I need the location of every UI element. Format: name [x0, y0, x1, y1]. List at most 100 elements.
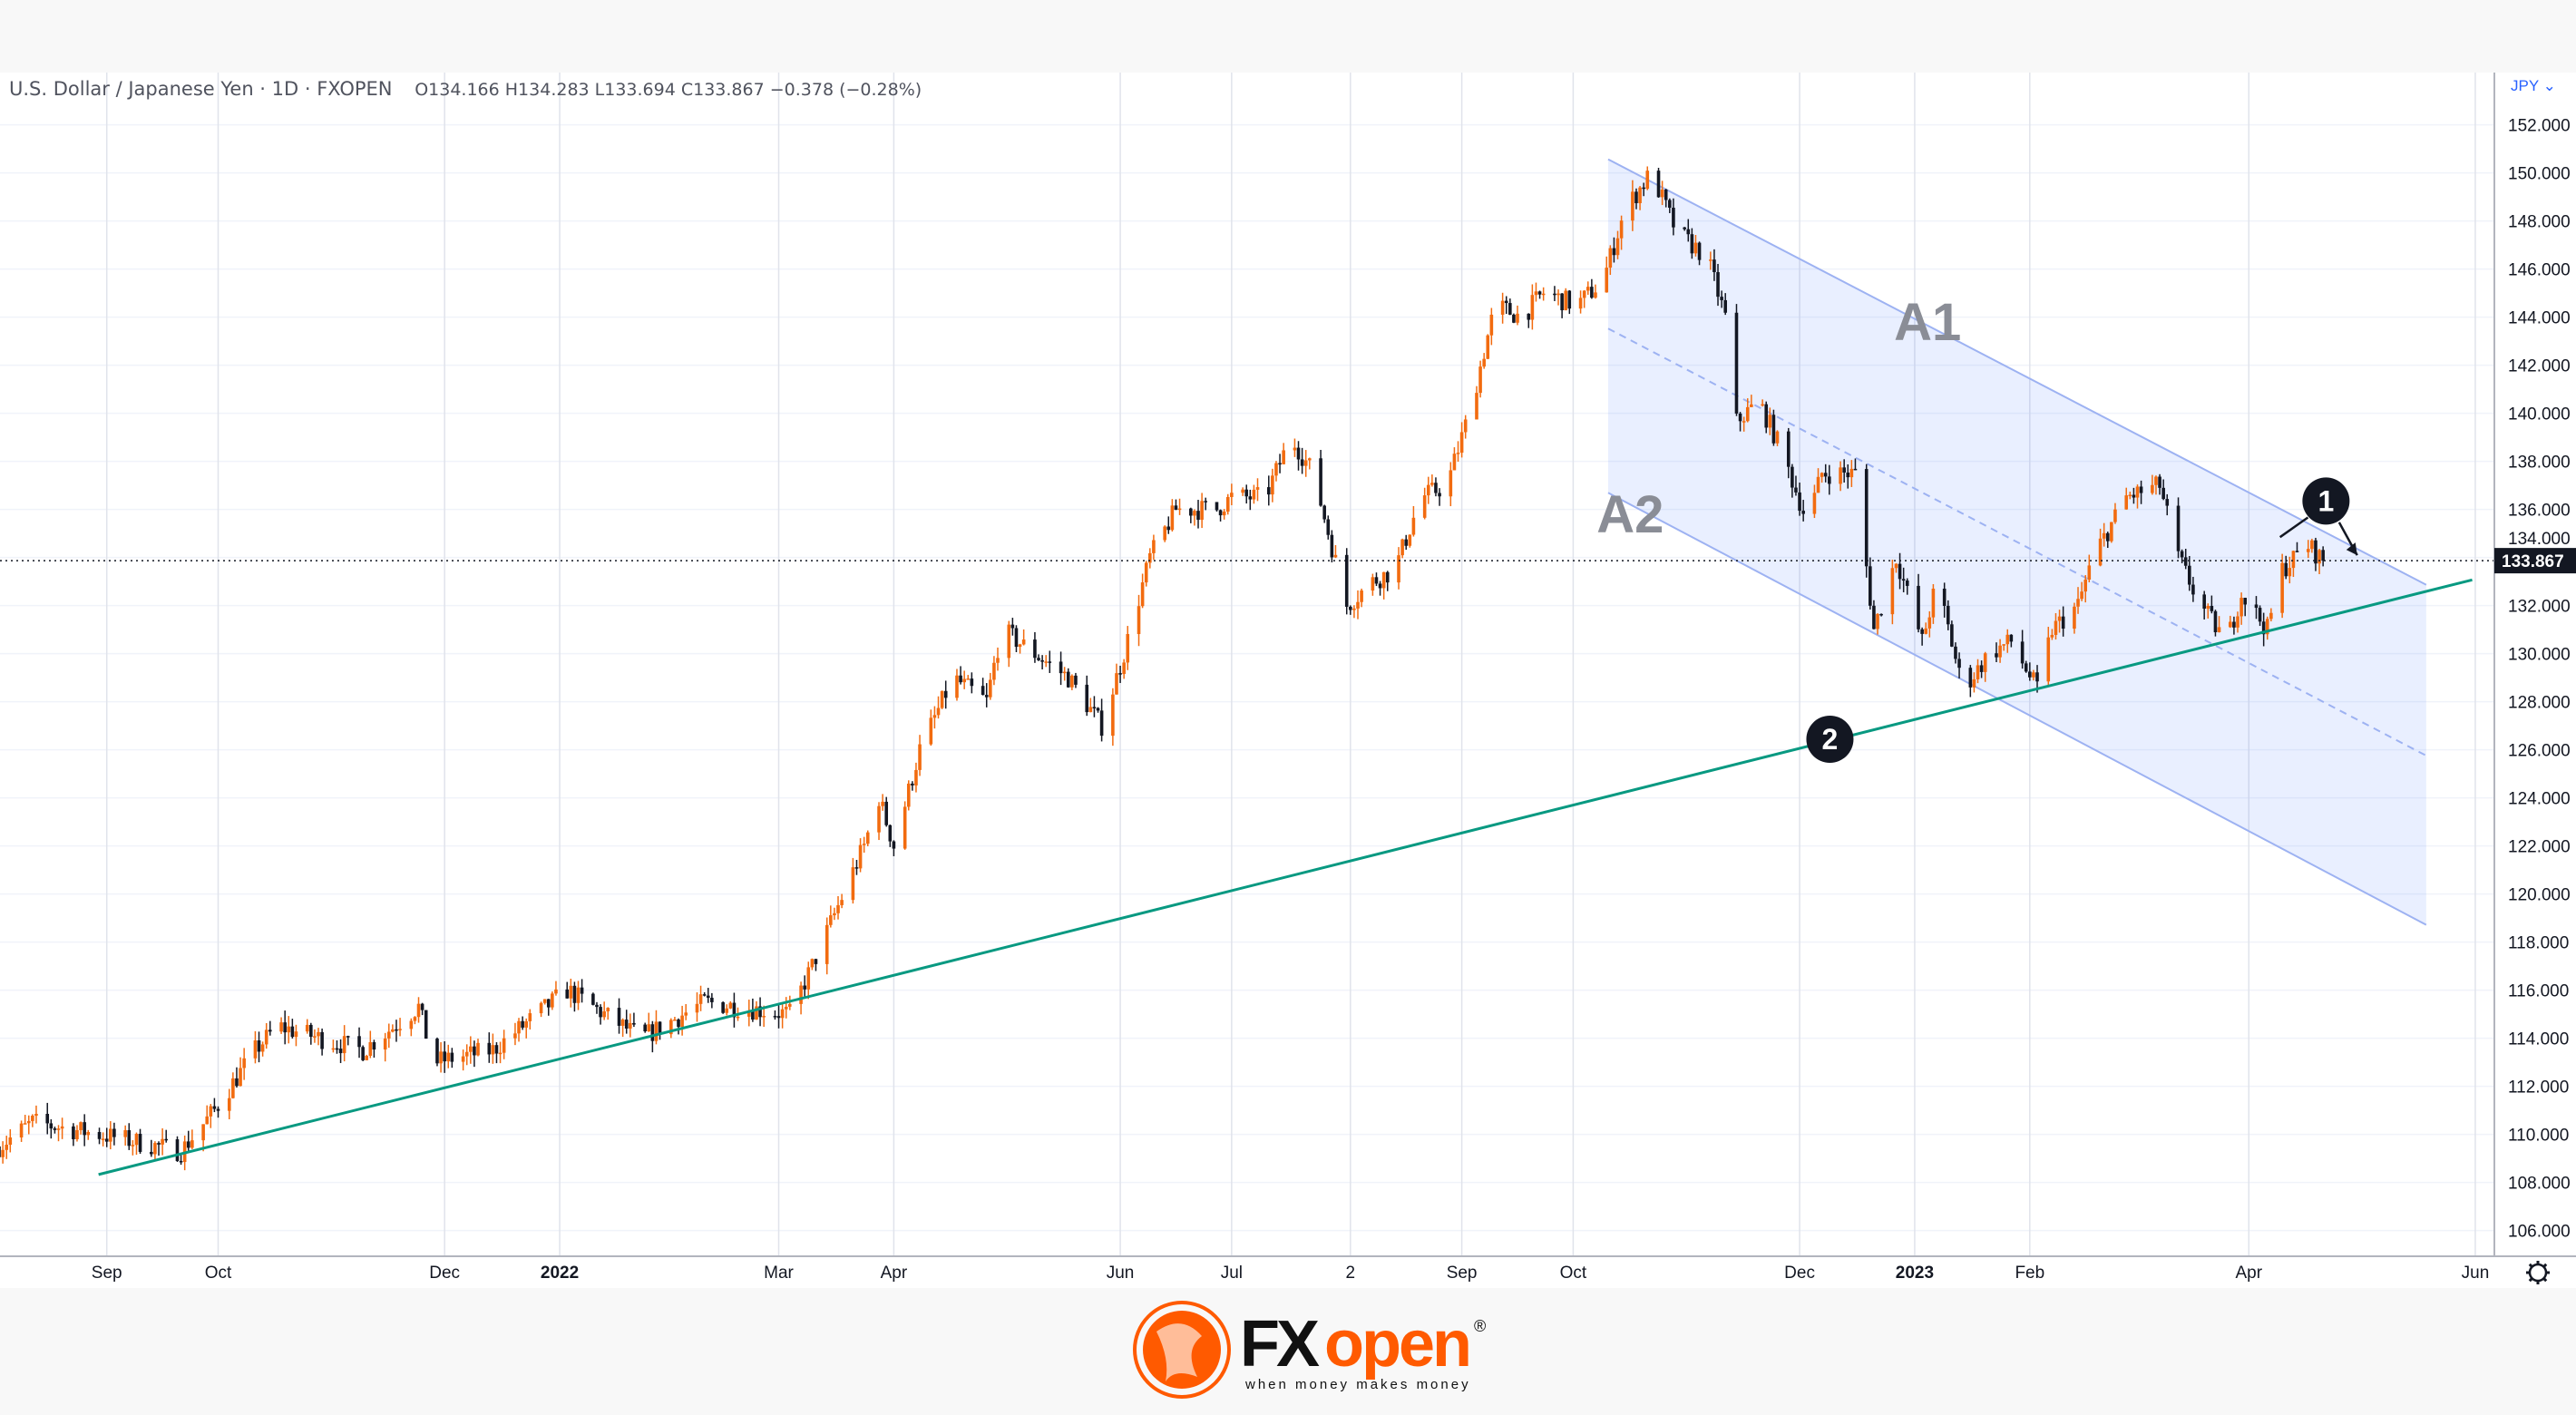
- candle-body: [1426, 484, 1430, 496]
- candle-body: [1920, 629, 1924, 634]
- x-tick-label: Mar: [764, 1264, 794, 1283]
- price-chart[interactable]: A1 A2 1 2 152.000 150.000 148.000 146.000 144.0…: [0, 73, 2576, 1288]
- candle-body: [235, 1078, 239, 1087]
- candle-body: [313, 1036, 317, 1038]
- candle-body: [1296, 447, 1301, 460]
- arrow-line: [2278, 516, 2309, 539]
- y-tick-label: 108.000: [2508, 1175, 2571, 1194]
- candle-body: [877, 805, 881, 833]
- candle-body: [776, 1016, 781, 1019]
- candle-body: [127, 1130, 132, 1147]
- candle-body: [1400, 539, 1404, 556]
- candle-body: [469, 1046, 473, 1052]
- candle-body: [1586, 287, 1590, 291]
- candle-body: [595, 1004, 599, 1008]
- logo-graphic: FX open ® when money makes money: [1133, 1301, 1486, 1399]
- candle-body: [888, 825, 893, 842]
- candle-body: [1516, 313, 1519, 323]
- candle-body: [1716, 272, 1720, 298]
- y-tick-label: 114.000: [2508, 1030, 2569, 1049]
- symbol-title[interactable]: U.S. Dollar / Japanese Yen · 1D · FXOPEN: [9, 78, 393, 100]
- annotations[interactable]: A1 A2 1 2: [0, 293, 2494, 1176]
- candle-body: [2306, 549, 2310, 552]
- candle-body: [1927, 617, 1932, 629]
- candle-body: [773, 1016, 777, 1018]
- candle-body: [1478, 366, 1482, 394]
- candle-body: [710, 998, 714, 1002]
- candle-body: [1846, 473, 1850, 478]
- candle-body: [2176, 505, 2181, 551]
- channel-midline[interactable]: [1607, 327, 2427, 756]
- candle-body: [911, 783, 914, 786]
- candle-body: [521, 1020, 524, 1028]
- gear-icon[interactable]: [2526, 1261, 2550, 1284]
- candle-body: [86, 1132, 91, 1136]
- candle-body: [1957, 659, 1961, 668]
- y-tick-label: 122.000: [2508, 838, 2571, 857]
- candle-body: [268, 1030, 272, 1032]
- candle-body: [439, 1051, 443, 1064]
- candle-body: [806, 967, 811, 990]
- candle-body: [112, 1128, 116, 1137]
- candle-body: [1241, 489, 1244, 493]
- candle-body: [242, 1058, 246, 1069]
- support-trendline[interactable]: [98, 578, 2473, 1176]
- candle-body: [1979, 665, 1984, 672]
- candle-body: [443, 1051, 446, 1062]
- candle-body: [386, 1031, 391, 1039]
- gear-tooth: [2528, 1277, 2533, 1283]
- candle-body: [494, 1045, 499, 1054]
- channel-upper-line[interactable]: [1607, 158, 2427, 586]
- candle-body: [1869, 566, 1872, 606]
- candle-body: [450, 1052, 454, 1062]
- candle-body: [498, 1052, 503, 1055]
- candle-body: [1177, 508, 1182, 511]
- candle-body: [1293, 447, 1297, 451]
- channel-lower-line[interactable]: [1607, 492, 2427, 926]
- candle-body: [502, 1038, 506, 1053]
- candle-body: [1099, 710, 1104, 737]
- candle-body: [1764, 404, 1769, 428]
- candle-body: [732, 1002, 737, 1018]
- price-axis[interactable]: [2494, 73, 2576, 1288]
- candle-body: [409, 1020, 414, 1030]
- candle-body: [446, 1052, 451, 1062]
- currency-selector[interactable]: JPY ⌄: [2511, 77, 2556, 94]
- candle-body: [2087, 565, 2092, 581]
- x-tick-label: 2023: [1896, 1264, 1934, 1283]
- channel-drawing[interactable]: [1607, 158, 2427, 926]
- y-tick-label: 142.000: [2508, 357, 2571, 376]
- candle-body: [1148, 552, 1152, 563]
- candle-body: [513, 1033, 517, 1039]
- candle-body: [2124, 495, 2129, 510]
- y-tick-label: 140.000: [2508, 405, 2571, 424]
- candle-body: [1303, 460, 1308, 466]
- candle-body: [1942, 588, 1947, 606]
- candle-body: [1449, 470, 1453, 497]
- candle-body: [1901, 579, 1906, 581]
- candle-body: [1723, 299, 1728, 313]
- candle-body: [940, 690, 944, 708]
- candle-body: [264, 1030, 268, 1045]
- candle-body: [2269, 612, 2273, 620]
- candle-body: [2158, 476, 2161, 488]
- candle-body: [746, 1010, 751, 1017]
- candle-body: [1274, 463, 1278, 476]
- candle-body: [2132, 494, 2136, 498]
- candle-body: [2280, 562, 2284, 613]
- candle-body: [1111, 694, 1115, 737]
- candle-body: [1144, 562, 1148, 583]
- candle-body: [1044, 661, 1049, 663]
- y-tick-label: 150.000: [2508, 165, 2571, 184]
- candle-body: [2217, 627, 2221, 633]
- candle-body: [658, 1021, 662, 1035]
- candle-body: [361, 1047, 365, 1060]
- candle-body: [1486, 335, 1490, 359]
- candle-body: [2083, 580, 2088, 592]
- candle-body: [650, 1024, 655, 1041]
- candle-body: [629, 1022, 632, 1029]
- candle-body: [1360, 590, 1363, 602]
- x-tick-label: Jun: [1107, 1264, 1135, 1283]
- label-a2: A2: [1596, 485, 1664, 544]
- candle-body: [576, 987, 581, 1003]
